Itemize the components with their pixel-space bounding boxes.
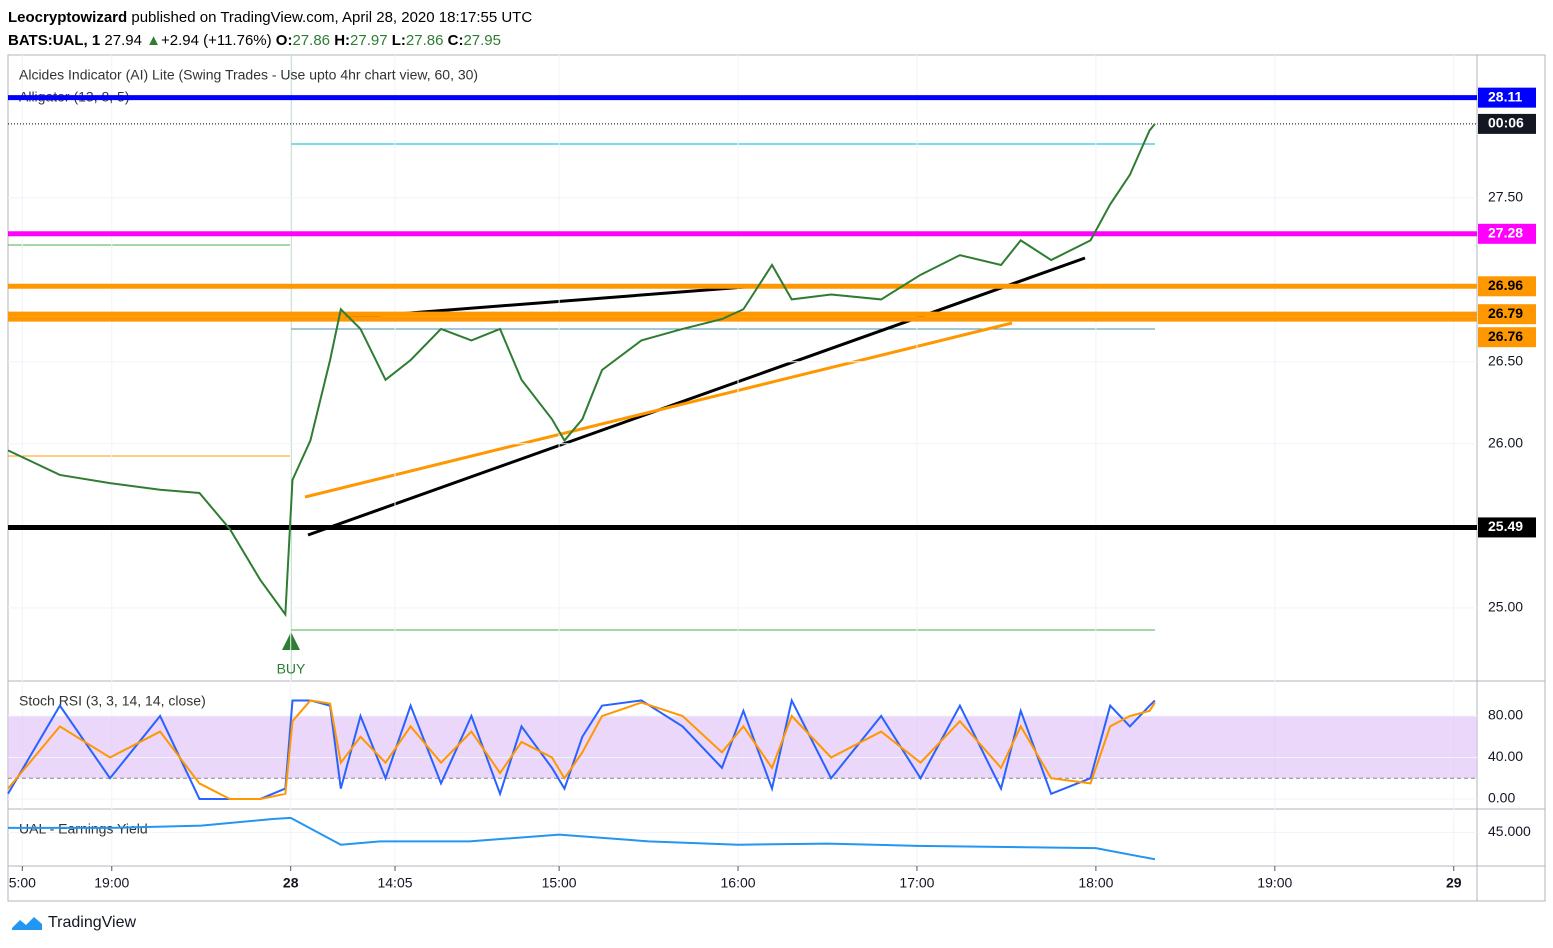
drawings (8, 55, 1155, 680)
x-tick-label: 28 (283, 875, 299, 891)
header-line: Leocryptowizard published on TradingView… (8, 6, 532, 29)
last: 27.94 (104, 32, 142, 49)
brand: TradingView (48, 914, 137, 931)
series-line (7, 697, 1156, 800)
trendline (304, 321, 1013, 499)
y-tick-label: 45.000 (1488, 823, 1531, 839)
trendline (307, 256, 1086, 537)
ohlc-label: H: (334, 32, 351, 49)
x-tick-label: 19:00 (1257, 875, 1292, 891)
change: +2.94 (+11.76%) (160, 32, 272, 49)
series-line (7, 699, 1156, 800)
y-tick-label: 25.00 (1488, 599, 1523, 615)
level-label: 26.96 (1488, 277, 1523, 293)
frame (7, 54, 1546, 902)
y-tick-label: 27.50 (1488, 188, 1523, 204)
x-tick-label: 5:00 (9, 875, 36, 891)
y-tick-label: 40.00 (1488, 748, 1523, 764)
level-label-bg (1478, 517, 1536, 538)
level-label-bg (1478, 276, 1536, 297)
x-tick-label: 15:00 (542, 875, 577, 891)
footer: TradingView (10, 914, 136, 932)
ohlc-value: 27.95 (463, 32, 501, 49)
x-tick-label: 16:00 (721, 875, 756, 891)
y-tick-label: 80.00 (1488, 707, 1523, 723)
x-tick-label: 18:00 (1078, 875, 1113, 891)
level-label-bg (1478, 87, 1536, 108)
x-tick-label: 19:00 (94, 875, 129, 891)
level-label-bg (1478, 304, 1536, 325)
arrow-icon: ▲ (146, 32, 161, 49)
band-fill (8, 716, 1477, 779)
x-tick-label: 14:05 (377, 875, 412, 891)
indicator-label: Alcides Indicator (AI) Lite (Swing Trade… (19, 67, 478, 83)
level-label: 26.79 (1488, 305, 1523, 321)
x-tick-label: 17:00 (899, 875, 934, 891)
buy-label: BUY (277, 661, 306, 677)
countdown: 00:06 (1488, 115, 1524, 131)
level-label: 28.11 (1488, 88, 1522, 104)
level-label: 25.49 (1488, 518, 1523, 534)
y-tick-label: 26.00 (1488, 434, 1523, 450)
countdown-bg (1478, 113, 1536, 134)
header: Leocryptowizard published on TradingView… (8, 6, 532, 52)
level-label-bg (1478, 223, 1536, 244)
series-line (7, 123, 1156, 618)
y-tick-label: 0.00 (1488, 790, 1515, 806)
logo-icon (12, 917, 42, 930)
symbol: BATS:UAL, 1 (8, 32, 101, 49)
level-label: 27.28 (1488, 225, 1523, 241)
ohlc-value: 27.86 (292, 32, 331, 49)
ohlc-label: O: (275, 32, 293, 49)
ohlc-label: C: (447, 32, 464, 49)
level-label: 26.76 (1488, 328, 1523, 344)
y-tick-label: 26.50 (1488, 352, 1523, 368)
chart: 25.00 26.00 26.50 27.50 5:00 19:00 28 14:05 15:0… (7, 54, 1546, 902)
published: published on TradingView.com, April 28, … (131, 9, 533, 26)
pane-title: Stoch RSI (3, 3, 14, 14, close) (19, 693, 206, 709)
author: Leocryptowizard (8, 9, 128, 26)
x-tick-label: 29 (1446, 875, 1462, 891)
ohlc-value: 27.97 (350, 32, 388, 49)
series-line (8, 816, 1156, 861)
header-line: BATS:UAL, 1 27.94 ▲+2.94 (+11.76%) O:27.… (8, 29, 532, 52)
level-label-bg (1478, 327, 1536, 348)
ohlc-label: L: (391, 32, 406, 49)
ohlc-value: 27.86 (405, 32, 444, 49)
